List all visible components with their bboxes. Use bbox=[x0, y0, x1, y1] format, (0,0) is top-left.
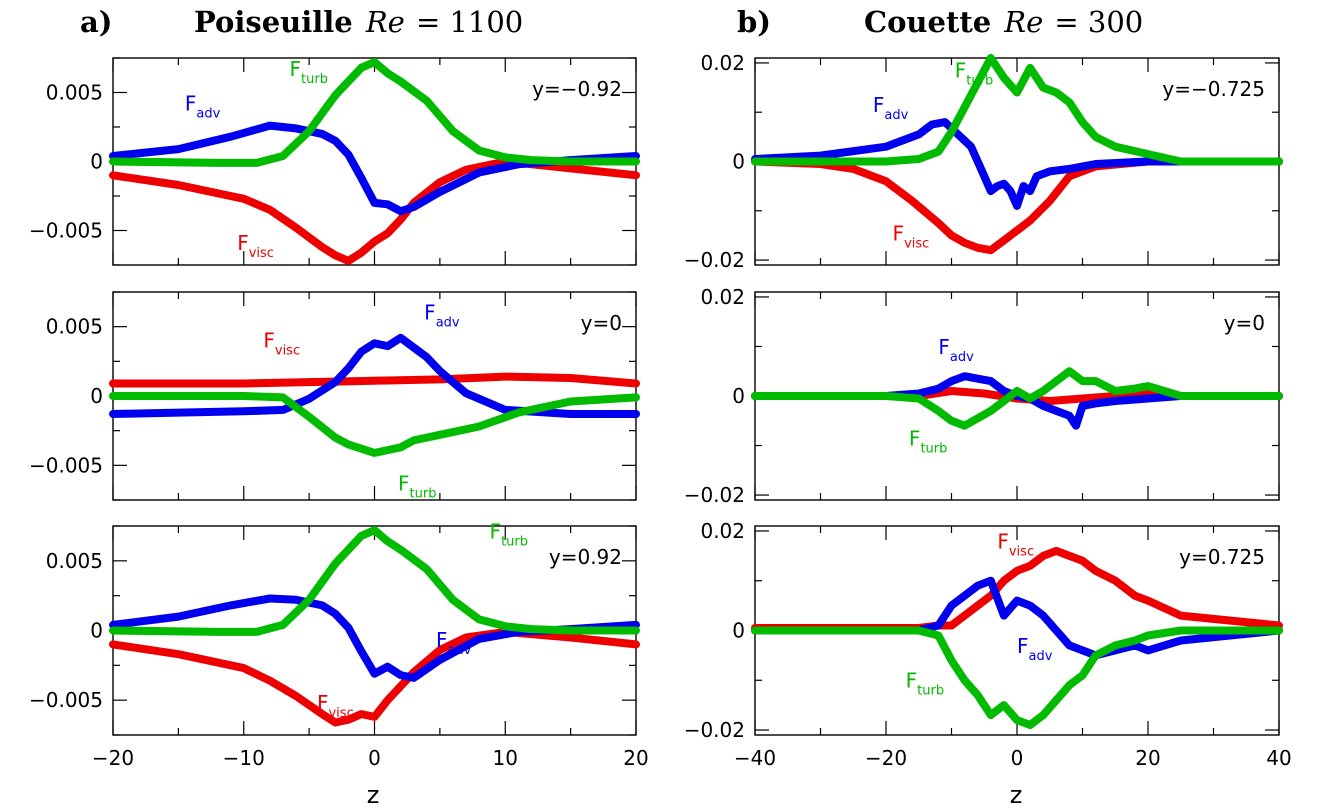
panels-layer: 0.005 0 −0.005 y=−0.92 Fadv Fvisc Fturb 0.005 0 −… bbox=[29, 51, 1292, 770]
y-tick-label: 0.02 bbox=[700, 51, 745, 75]
y-tick-label: 0 bbox=[90, 384, 103, 408]
series-turb-line bbox=[109, 392, 640, 457]
y-tick-label: −0.005 bbox=[29, 688, 103, 712]
x-tick-label: −20 bbox=[865, 746, 907, 770]
y-tick-label: −0.02 bbox=[684, 483, 745, 507]
x-axis-label-b: z bbox=[1010, 781, 1023, 809]
y-tick-label: 0 bbox=[732, 384, 745, 408]
y-tick-label: 0.005 bbox=[46, 549, 103, 573]
flow-name-a: Poiseuille bbox=[194, 5, 353, 39]
x-tick-label: 0 bbox=[368, 746, 381, 770]
series-label-turb: Fturb bbox=[290, 57, 328, 87]
series-label-adv: Fadv bbox=[185, 91, 221, 121]
y-tick-label: 0.005 bbox=[46, 81, 103, 105]
series-label-visc: Fvisc bbox=[263, 328, 300, 358]
series-adv-line bbox=[109, 121, 640, 216]
panel-letter-a: a) bbox=[80, 5, 113, 39]
y-tick-label: 0.02 bbox=[700, 519, 745, 543]
series-label-visc: Fvisc bbox=[317, 691, 354, 721]
panel-y-position: y=0 bbox=[1224, 311, 1265, 335]
series-label-turb: Fturb bbox=[490, 520, 528, 550]
series-label-visc: Fvisc bbox=[997, 529, 1034, 559]
panel-y-position: y=0 bbox=[581, 311, 622, 335]
panel-y-position: y=0.725 bbox=[1179, 545, 1265, 569]
series-label-adv: Fadv bbox=[873, 93, 909, 123]
panel-a-mid: 0.005 0 −0.005 y=0 Fadv Fvisc Fturb bbox=[29, 291, 640, 501]
x-tick-label: 20 bbox=[1135, 746, 1160, 770]
panel-a-top: 0.005 0 −0.005 y=−0.92 Fadv Fvisc Fturb bbox=[29, 57, 640, 266]
re-value-b: = 300 bbox=[1054, 5, 1143, 39]
flow-name-b: Couette bbox=[864, 5, 991, 39]
x-tick-label: 10 bbox=[493, 746, 518, 770]
series-adv-line bbox=[109, 333, 640, 418]
y-tick-label: 0.02 bbox=[700, 285, 745, 309]
series-label-adv: Fadv bbox=[1017, 634, 1053, 664]
series-adv-line bbox=[751, 118, 1283, 210]
series-label-turb: Fturb bbox=[398, 471, 436, 501]
y-tick-label: 0.005 bbox=[46, 315, 103, 339]
series-adv-line bbox=[751, 576, 1283, 660]
series-visc-line bbox=[751, 157, 1283, 255]
x-tick-label: −20 bbox=[92, 746, 134, 770]
panel-letter-b: b) bbox=[737, 5, 771, 39]
panel-y-position: y=−0.725 bbox=[1162, 77, 1265, 101]
column-title-a: Poiseuille Re = 1100 bbox=[194, 5, 523, 39]
series-label-turb: Fturb bbox=[955, 59, 993, 89]
panel-b-bot: 0.02 0 −0.02 −40 −20 0 20 40 y=0.725 Fadv Fvisc Ftu… bbox=[684, 519, 1292, 770]
y-tick-label: −0.005 bbox=[29, 219, 103, 243]
x-axis-label-a: z bbox=[367, 781, 380, 809]
x-tick-label: −10 bbox=[223, 746, 265, 770]
series-adv-line bbox=[109, 594, 640, 682]
x-tick-label: 0 bbox=[1011, 746, 1024, 770]
series-label-adv: Fadv bbox=[436, 628, 472, 658]
panel-y-position: y=0.92 bbox=[549, 545, 622, 569]
column-header-b: b) Couette Re = 300 bbox=[737, 5, 1143, 39]
series-visc-line bbox=[109, 372, 640, 388]
column-header-a: a) Poiseuille Re = 1100 bbox=[80, 5, 523, 39]
re-value-a: = 1100 bbox=[416, 5, 523, 39]
series-visc-line bbox=[109, 157, 640, 265]
y-tick-label: −0.005 bbox=[29, 453, 103, 477]
panel-a-bot: 0.005 0 −0.005 −20 −10 0 10 20 y=0.92 Fadv Fvisc Ft… bbox=[29, 520, 649, 770]
series-label-turb: Fturb bbox=[906, 669, 944, 699]
series-turb-line bbox=[109, 58, 640, 167]
series-label-visc: Fvisc bbox=[893, 221, 930, 251]
panel-b-mid: 0.02 0 −0.02 y=0 Fadv Fturb bbox=[684, 285, 1283, 507]
y-tick-label: −0.02 bbox=[684, 718, 745, 742]
panel-b-top: 0.02 0 −0.02 y=−0.725 Fadv Fvisc Fturb bbox=[684, 51, 1283, 272]
column-title-b: Couette Re = 300 bbox=[864, 5, 1143, 39]
series-label-visc: Fvisc bbox=[237, 231, 274, 261]
x-tick-label: 40 bbox=[1266, 746, 1291, 770]
y-tick-label: 0 bbox=[90, 619, 103, 643]
y-tick-label: 0 bbox=[732, 619, 745, 643]
series-label-adv: Fadv bbox=[938, 335, 974, 365]
x-tick-label: −40 bbox=[734, 746, 776, 770]
series-label-adv: Fadv bbox=[424, 301, 460, 331]
series-turb-line bbox=[751, 54, 1283, 166]
series-visc-line bbox=[109, 627, 640, 727]
panel-y-position: y=−0.92 bbox=[532, 77, 622, 101]
re-symbol-b: Re bbox=[1003, 5, 1043, 39]
re-symbol-a: Re bbox=[365, 5, 405, 39]
y-tick-label: −0.02 bbox=[684, 248, 745, 272]
y-tick-label: 0 bbox=[90, 150, 103, 174]
series-turb-line bbox=[751, 626, 1283, 729]
series-turb-line bbox=[751, 367, 1283, 430]
series-turb-line bbox=[109, 526, 640, 636]
y-tick-label: 0 bbox=[732, 150, 745, 174]
series-label-turb: Fturb bbox=[909, 427, 947, 457]
x-tick-label: 20 bbox=[623, 746, 648, 770]
